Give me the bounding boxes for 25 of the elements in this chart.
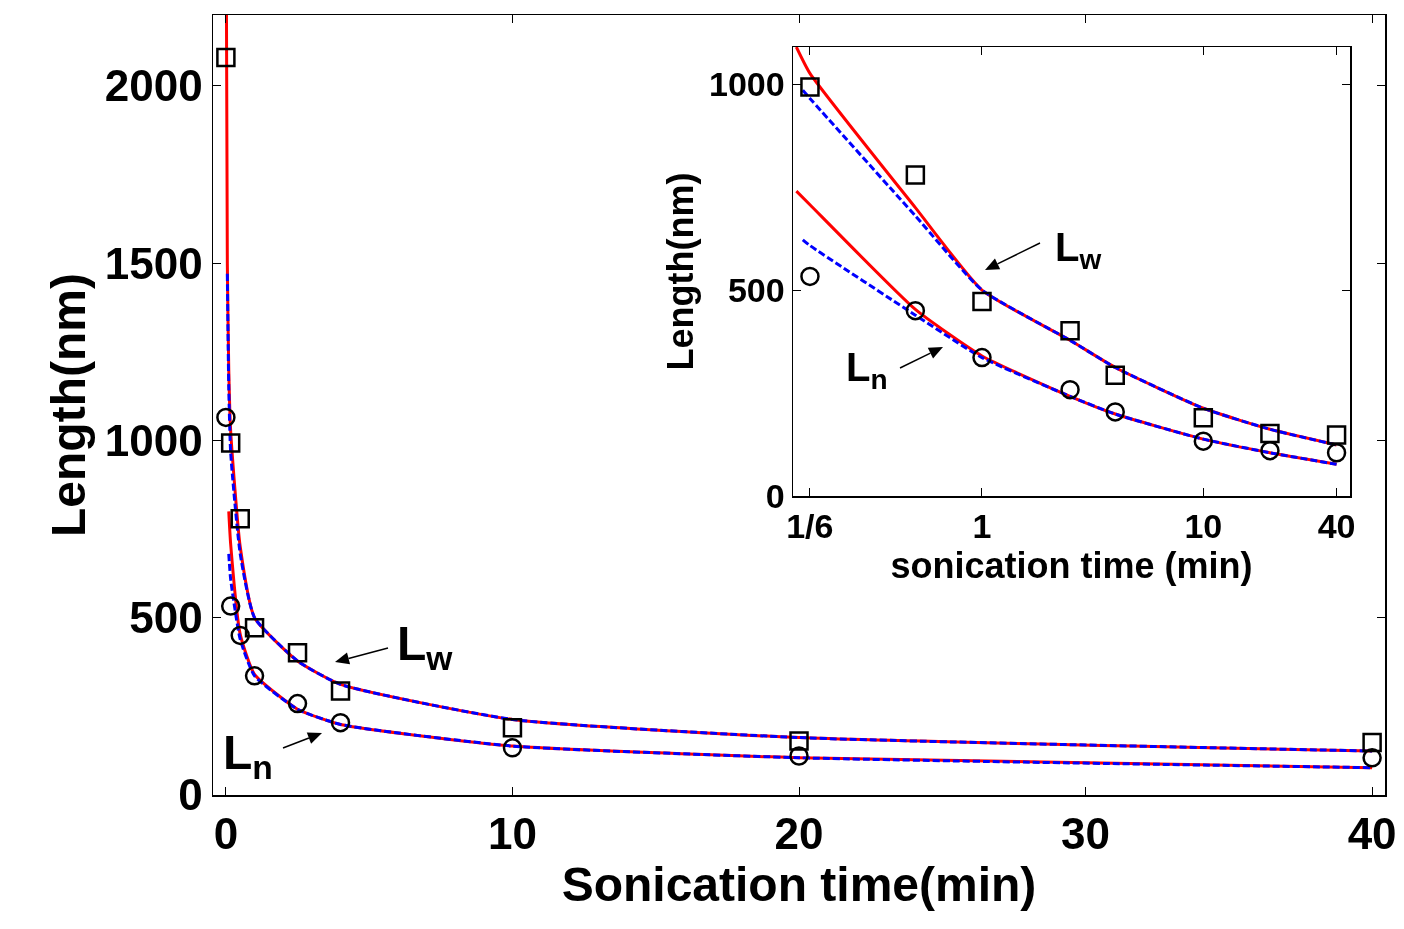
y-axis-title: Length(nm) — [41, 273, 95, 537]
y-tick-label: 0 — [178, 770, 203, 820]
y-tick-label: 500 — [129, 593, 203, 643]
x-tick-label: 1/6 — [786, 507, 834, 546]
x-tick-label: 1 — [972, 507, 992, 546]
y-axis-title: Length(nm) — [660, 172, 702, 371]
x-axis-title: sonication time (min) — [890, 545, 1253, 587]
x-axis-title: Sonication time(min) — [561, 858, 1037, 912]
y-tick-label: 1000 — [709, 64, 785, 103]
y-tick-label: 0 — [765, 476, 785, 515]
y-tick-label: 1000 — [104, 415, 203, 465]
annotation: L$_{n}$ — [846, 345, 888, 396]
annotation: L$_{n}$ — [223, 726, 273, 787]
x-tick-label: 40 — [1347, 809, 1397, 859]
x-tick-label: 40 — [1317, 507, 1356, 546]
y-tick-label: 2000 — [104, 61, 203, 111]
annotation: L$_{w}$ — [1055, 225, 1102, 276]
x-tick-label: 30 — [1061, 809, 1111, 859]
y-tick-label: 1500 — [104, 238, 203, 288]
x-tick-label: 10 — [487, 809, 537, 859]
y-tick-label: 500 — [727, 270, 785, 309]
x-tick-label: 0 — [213, 809, 239, 859]
x-tick-label: 10 — [1184, 507, 1223, 546]
annotation: L$_{w}$ — [397, 617, 454, 678]
x-tick-label: 20 — [774, 809, 824, 859]
